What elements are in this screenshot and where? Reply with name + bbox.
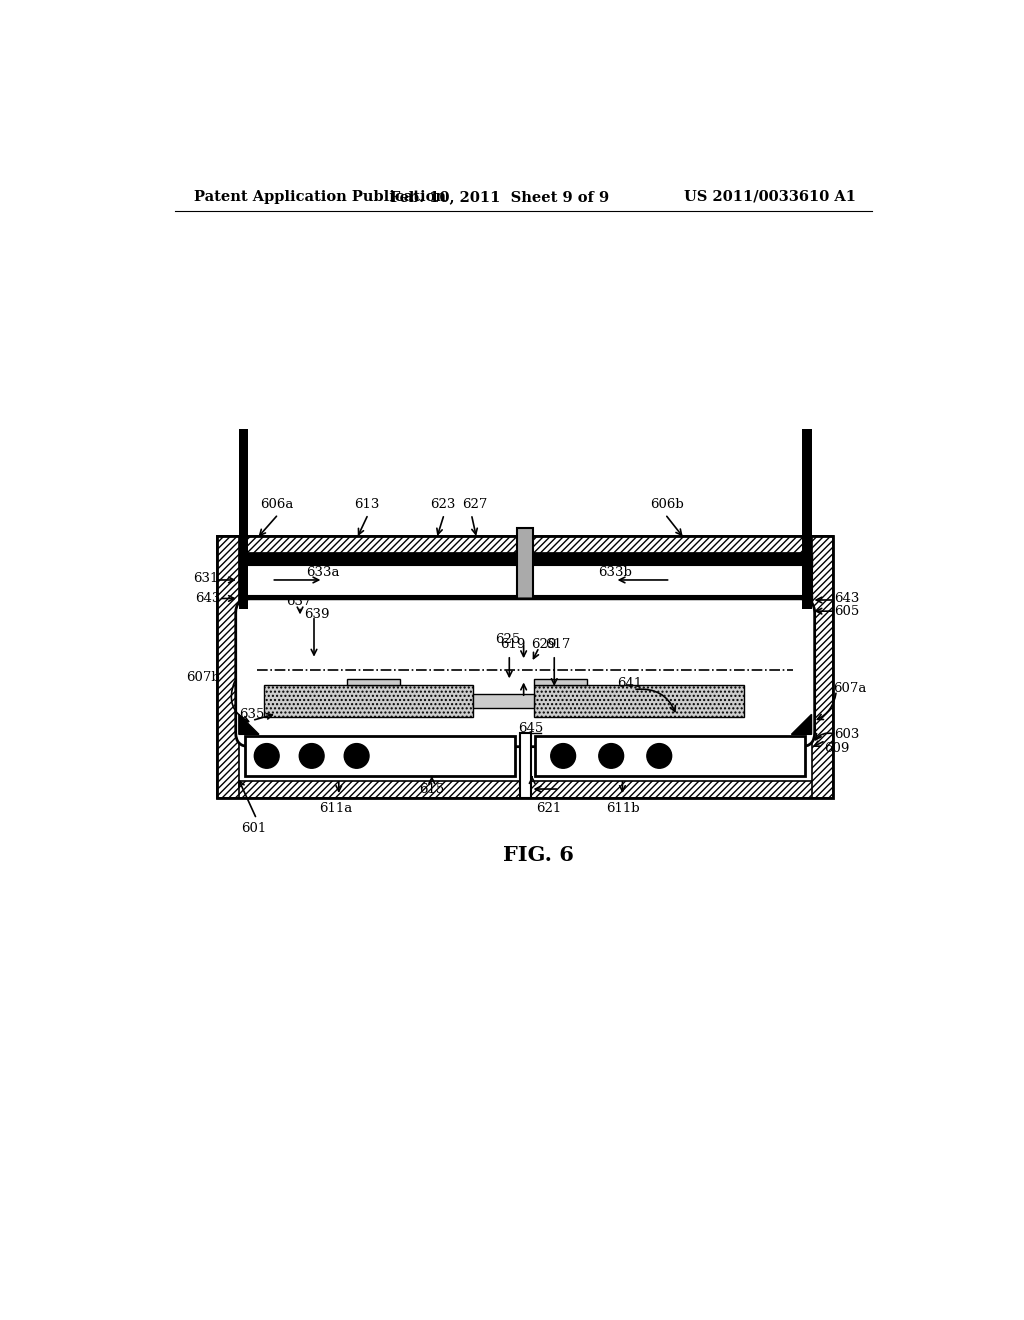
Text: Feb. 10, 2011  Sheet 9 of 9: Feb. 10, 2011 Sheet 9 of 9: [390, 190, 609, 203]
Text: 623: 623: [430, 499, 456, 511]
Bar: [802, 429, 812, 609]
Text: 615: 615: [419, 783, 444, 796]
Bar: [217, 536, 239, 797]
Bar: [535, 678, 587, 685]
Bar: [217, 536, 834, 553]
Text: 619: 619: [500, 638, 525, 651]
Text: 606b: 606b: [650, 499, 683, 511]
Circle shape: [647, 743, 672, 768]
Text: FIG. 6: FIG. 6: [504, 845, 574, 865]
Text: 603: 603: [835, 727, 860, 741]
Bar: [245, 737, 515, 776]
Text: 629: 629: [531, 638, 556, 651]
Bar: [520, 733, 530, 797]
Bar: [217, 536, 834, 797]
Bar: [473, 694, 535, 708]
Bar: [517, 528, 532, 609]
Text: 631: 631: [194, 572, 219, 585]
Polygon shape: [792, 714, 812, 734]
Text: 621: 621: [536, 801, 561, 814]
Text: 606a: 606a: [260, 499, 294, 511]
Text: 611b: 611b: [605, 801, 639, 814]
Bar: [239, 595, 812, 605]
Text: 609: 609: [823, 742, 849, 755]
Text: 633b: 633b: [598, 566, 632, 578]
Text: 639: 639: [304, 607, 330, 620]
Text: 633a: 633a: [306, 566, 340, 578]
Text: 613: 613: [354, 499, 379, 511]
Bar: [536, 737, 805, 776]
Text: 607b: 607b: [186, 671, 220, 684]
Text: 607a: 607a: [834, 681, 867, 694]
Bar: [812, 536, 834, 797]
Bar: [217, 780, 834, 797]
Polygon shape: [239, 714, 259, 734]
Text: 627: 627: [463, 499, 487, 511]
Text: 637: 637: [286, 595, 311, 609]
Text: 635: 635: [240, 708, 264, 721]
Circle shape: [551, 743, 575, 768]
Text: 611a: 611a: [319, 801, 352, 814]
Text: 643: 643: [835, 591, 860, 605]
Bar: [239, 553, 812, 565]
Text: 617: 617: [545, 638, 570, 651]
Text: US 2011/0033610 A1: US 2011/0033610 A1: [684, 190, 856, 203]
Bar: [239, 565, 812, 595]
Text: 601: 601: [241, 822, 266, 834]
Circle shape: [599, 743, 624, 768]
Bar: [239, 429, 248, 609]
Circle shape: [344, 743, 369, 768]
Text: 605: 605: [835, 605, 860, 618]
Text: Patent Application Publication: Patent Application Publication: [194, 190, 445, 203]
Text: 645: 645: [518, 722, 544, 735]
Text: 643: 643: [196, 591, 220, 605]
Circle shape: [299, 743, 324, 768]
Bar: [263, 685, 473, 718]
FancyBboxPatch shape: [236, 599, 815, 747]
Circle shape: [254, 743, 280, 768]
Bar: [535, 685, 743, 718]
Bar: [347, 678, 399, 685]
Text: 641: 641: [617, 677, 643, 690]
Text: 625: 625: [496, 634, 521, 645]
